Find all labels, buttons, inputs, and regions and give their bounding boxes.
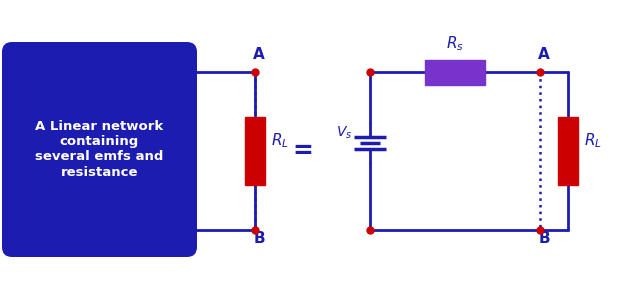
Bar xyxy=(425,60,485,85)
Text: A Linear network
containing
several emfs and
resistance: A Linear network containing several emfs… xyxy=(35,120,164,179)
Text: A: A xyxy=(253,47,265,62)
Text: =: = xyxy=(292,139,314,163)
Bar xyxy=(245,117,265,185)
Text: $R_s$: $R_s$ xyxy=(446,34,464,53)
Text: $R_L$: $R_L$ xyxy=(271,131,289,150)
Text: B: B xyxy=(253,231,265,246)
FancyBboxPatch shape xyxy=(2,42,197,257)
Bar xyxy=(558,117,578,185)
Text: A: A xyxy=(538,47,550,62)
Text: $R_L$: $R_L$ xyxy=(584,131,602,150)
Text: B: B xyxy=(538,231,550,246)
Text: $V_s$: $V_s$ xyxy=(336,125,352,141)
